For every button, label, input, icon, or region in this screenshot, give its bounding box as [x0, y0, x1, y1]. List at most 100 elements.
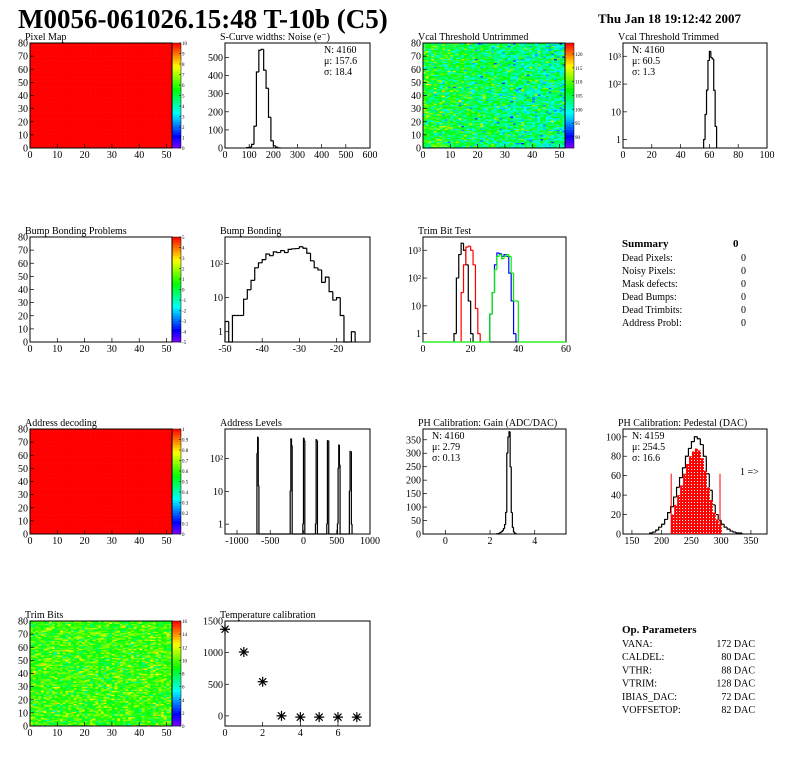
color-scale-step	[172, 75, 181, 78]
x-tick-label: 0	[223, 150, 228, 161]
op-parameter-value: 172 DAC	[716, 639, 755, 650]
summary-row-label: Address Probl:	[622, 318, 682, 329]
color-scale-step	[172, 122, 181, 125]
heatmap-cells	[423, 43, 565, 148]
y-tick-label: 400	[208, 71, 223, 82]
color-scale-tick-label: 10	[182, 42, 188, 47]
color-scale-step	[172, 77, 181, 80]
y-tick-label: 60	[18, 65, 28, 76]
color-scale-step	[172, 85, 181, 88]
summary-row-value: 0	[741, 253, 746, 264]
histogram-bin	[249, 147, 251, 148]
color-scale-step	[172, 98, 181, 101]
color-scale-step	[172, 96, 181, 99]
op-parameter-label: VTRIM:	[622, 679, 657, 690]
panel-title: Vcal Threshold Untrimmed	[418, 32, 528, 43]
summary-row-label: Dead Pixels:	[622, 253, 673, 264]
histogram-bin	[252, 144, 254, 147]
panel-vcal-threshold-untrimmed: Vcal Threshold Untrimmed9095100105110115…	[411, 32, 583, 161]
summary-row-value: 0	[741, 292, 746, 303]
x-tick-label: 300	[290, 150, 305, 161]
x-tick-label: 0	[28, 150, 33, 161]
summary-box: Summary 0 Dead Pixels: 0 Noisy Pixels: 0 Mas…	[622, 238, 746, 329]
op-parameter-value: 72 DAC	[721, 692, 755, 703]
y-tick-label: 200	[208, 107, 223, 118]
histogram-bin	[278, 147, 280, 148]
histogram-bin	[264, 49, 266, 70]
color-scale-step	[172, 127, 181, 130]
x-tick-label: 20	[80, 150, 90, 161]
x-tick-label: 40	[134, 150, 144, 161]
panel-title: S-Curve widths: Noise (e⁻)	[220, 32, 330, 43]
color-scale-tick-label: 1	[182, 137, 185, 142]
histogram-bin	[276, 146, 278, 147]
stats-line: μ: 157.6	[324, 56, 357, 67]
color-scale-step	[172, 143, 181, 146]
color-scale-tick-label: 7	[182, 74, 185, 79]
summary-row-label: Mask defects:	[622, 279, 678, 290]
x-tick-label: 30	[107, 150, 117, 161]
color-scale-tick-label: 2	[182, 126, 185, 131]
color-scale-step	[172, 48, 181, 51]
op-parameter-value: 88 DAC	[721, 665, 755, 676]
op-parameter-label: CALDEL:	[622, 652, 664, 663]
color-scale-tick-label: 3	[182, 116, 185, 121]
y-tick-label: 70	[18, 52, 28, 63]
histogram-bin	[259, 50, 261, 72]
x-tick-label: 200	[266, 150, 281, 161]
summary-row-label: Dead Bumps:	[622, 292, 677, 303]
summary-title: Summary	[622, 238, 669, 250]
y-tick-label: 80	[18, 39, 28, 50]
summary-row-value: 0	[741, 305, 746, 316]
y-tick-label: 30	[18, 104, 28, 115]
summary-row-label: Dead Trimbits:	[622, 305, 682, 316]
y-tick-label: 0	[23, 144, 28, 155]
color-scale-step	[172, 119, 181, 122]
op-parameter-value: 80 DAC	[721, 652, 755, 663]
stats-line: N: 4160	[324, 45, 357, 56]
color-scale-tick-label: 5	[182, 95, 185, 100]
color-scale-step	[172, 54, 181, 57]
canvas-date: Thu Jan 18 19:12:42 2007	[598, 11, 742, 26]
color-scale-step	[172, 132, 181, 135]
color-scale-step	[172, 56, 181, 59]
stats-line: σ: 18.4	[324, 67, 352, 78]
color-scale-step	[172, 138, 181, 141]
x-tick-label: 50	[162, 150, 172, 161]
op-parameters-title: Op. Parameters	[622, 624, 697, 636]
color-scale-step	[172, 46, 181, 49]
heatmap-cells	[30, 43, 172, 148]
summary-row-value: 0	[741, 266, 746, 277]
color-scale-step	[172, 117, 181, 120]
color-scale-step	[172, 88, 181, 91]
color-scale-step	[172, 59, 181, 62]
x-tick-label: 10	[52, 150, 62, 161]
color-scale-tick-label: 4	[182, 105, 185, 110]
color-scale-step	[172, 111, 181, 114]
x-tick-label: 400	[314, 150, 329, 161]
histogram-bin	[273, 141, 275, 146]
color-scale-step	[172, 106, 181, 109]
op-parameter-label: IBIAS_DAC:	[622, 692, 677, 703]
panel-title: Pixel Map	[25, 32, 66, 43]
summary-total: 0	[733, 238, 739, 250]
canvas-title: M0056-061026.15:48 T-10b (C5)	[18, 4, 388, 34]
root-canvas: M0056-061026.15:48 T-10b (C5) Thu Jan 18…	[0, 0, 796, 772]
x-tick-label: 500	[338, 150, 353, 161]
color-scale-step	[172, 140, 181, 143]
histogram-series	[247, 49, 281, 148]
color-scale-step	[172, 101, 181, 104]
x-tick-label: 100	[242, 150, 257, 161]
y-tick-label: 10	[18, 130, 28, 141]
color-scale-step	[172, 130, 181, 133]
op-parameter-value: 128 DAC	[716, 679, 755, 690]
summary-row-label: Noisy Pixels:	[622, 266, 676, 277]
histogram-bin	[269, 88, 271, 117]
y-tick-label: 40	[18, 91, 28, 102]
op-parameter-value: 82 DAC	[721, 705, 755, 716]
op-parameter-label: VOFFSETOP:	[622, 705, 681, 716]
color-scale-step	[172, 80, 181, 83]
